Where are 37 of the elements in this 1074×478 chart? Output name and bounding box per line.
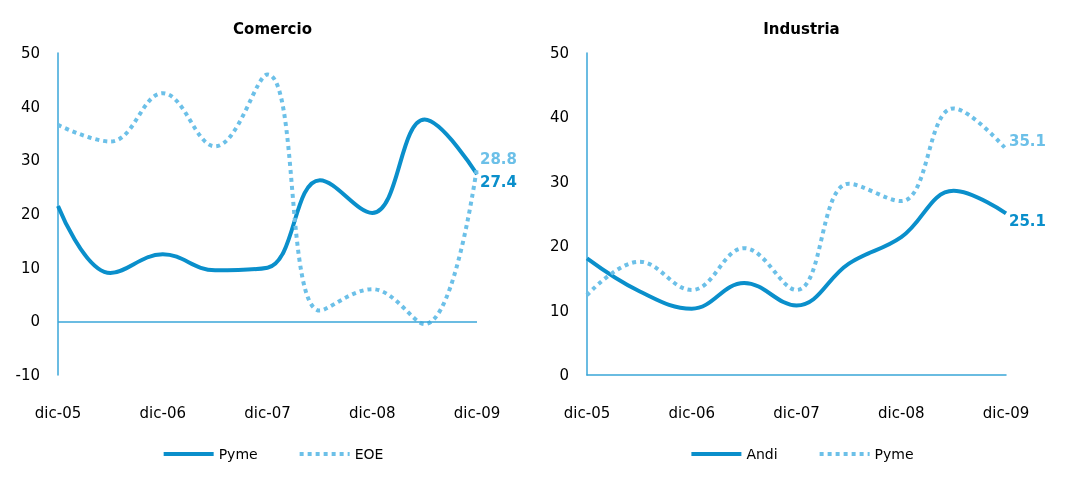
- y-tick-label: 40: [20, 97, 40, 116]
- x-tick-label: dic-07: [773, 403, 820, 422]
- line-series: [56, 72, 479, 327]
- line-series: [585, 188, 1008, 311]
- legend-label: Pyme: [874, 446, 914, 462]
- x-tick-label: dic-08: [349, 403, 396, 422]
- x-tick-label: dic-05: [563, 403, 611, 422]
- y-tick-label: 30: [20, 151, 40, 170]
- y-tick-label: 50: [20, 44, 40, 62]
- line-series: [56, 117, 479, 276]
- y-tick-label: 20: [20, 205, 40, 223]
- y-tick-label: 40: [549, 108, 569, 127]
- data-label: 27.4: [480, 173, 518, 192]
- y-tick-label: 50: [549, 44, 569, 62]
- legend-label: EOE: [354, 446, 384, 462]
- x-tick-label: dic-06: [139, 403, 186, 422]
- x-tick-label: dic-09: [982, 403, 1030, 422]
- x-tick-label: dic-06: [668, 403, 715, 422]
- x-tick-label: dic-07: [244, 403, 291, 422]
- y-tick-label: 30: [549, 172, 569, 191]
- y-tick-label: -10: [15, 366, 40, 384]
- y-tick-label: 20: [549, 237, 569, 256]
- legend-label: Andi: [746, 446, 778, 462]
- chart-title: Industria: [763, 19, 840, 38]
- x-tick-label: dic-09: [453, 403, 501, 422]
- y-tick-label: 0: [30, 312, 40, 331]
- legend-label: Pyme: [218, 446, 258, 462]
- data-label: 25.1: [1009, 212, 1047, 231]
- data-label: 28.8: [480, 149, 518, 168]
- chart-title: Comercio: [233, 19, 312, 38]
- x-tick-label: dic-05: [34, 403, 82, 422]
- x-tick-label: dic-08: [878, 403, 925, 422]
- y-tick-label: 0: [559, 366, 569, 384]
- data-label: 35.1: [1009, 131, 1047, 150]
- y-tick-label: 10: [549, 301, 569, 320]
- y-tick-label: 10: [20, 258, 40, 277]
- line-series: [585, 106, 1008, 298]
